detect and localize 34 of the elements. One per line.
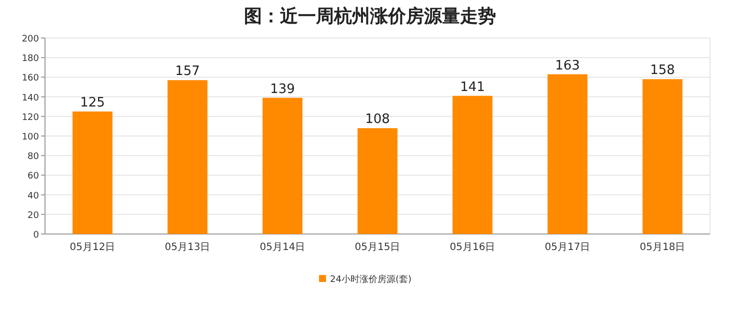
x-tick-label: 05月18日 <box>640 242 686 253</box>
y-tick-label: 80 <box>28 152 40 162</box>
y-tick-label: 0 <box>33 230 40 240</box>
y-tick-label: 60 <box>28 172 40 182</box>
x-tick-label: 05月16日 <box>450 242 496 253</box>
bar <box>262 98 302 234</box>
data-label: 163 <box>555 58 580 74</box>
x-tick-label: 05月15日 <box>354 242 400 253</box>
x-tick-label: 05月14日 <box>260 242 306 253</box>
y-tick-label: 140 <box>22 93 40 104</box>
y-tick-label: 40 <box>28 191 40 202</box>
chart-title: 图：近一周杭州涨价房源量走势 <box>244 6 496 27</box>
x-tick-label: 05月13日 <box>164 242 210 253</box>
bar <box>358 128 398 234</box>
y-tick-label: 120 <box>22 112 40 123</box>
bar <box>72 112 112 234</box>
bar <box>642 79 682 234</box>
data-label: 158 <box>650 63 675 78</box>
y-tick-label: 20 <box>28 210 40 221</box>
data-label: 141 <box>460 80 485 95</box>
y-tick-label: 200 <box>22 34 40 44</box>
data-label: 108 <box>365 112 390 128</box>
legend-label: 24小时涨价房源(套) <box>330 274 412 285</box>
data-label: 157 <box>175 64 200 80</box>
y-tick-label: 100 <box>22 132 40 142</box>
data-label: 125 <box>80 96 105 110</box>
y-tick-label: 160 <box>22 74 40 84</box>
bar <box>168 80 208 234</box>
x-tick-label: 05月12日 <box>70 242 116 253</box>
x-tick-label: 05月17日 <box>544 242 590 253</box>
bar <box>548 74 588 234</box>
bar <box>452 96 492 234</box>
data-label: 139 <box>270 82 295 97</box>
y-tick-label: 180 <box>22 54 40 64</box>
